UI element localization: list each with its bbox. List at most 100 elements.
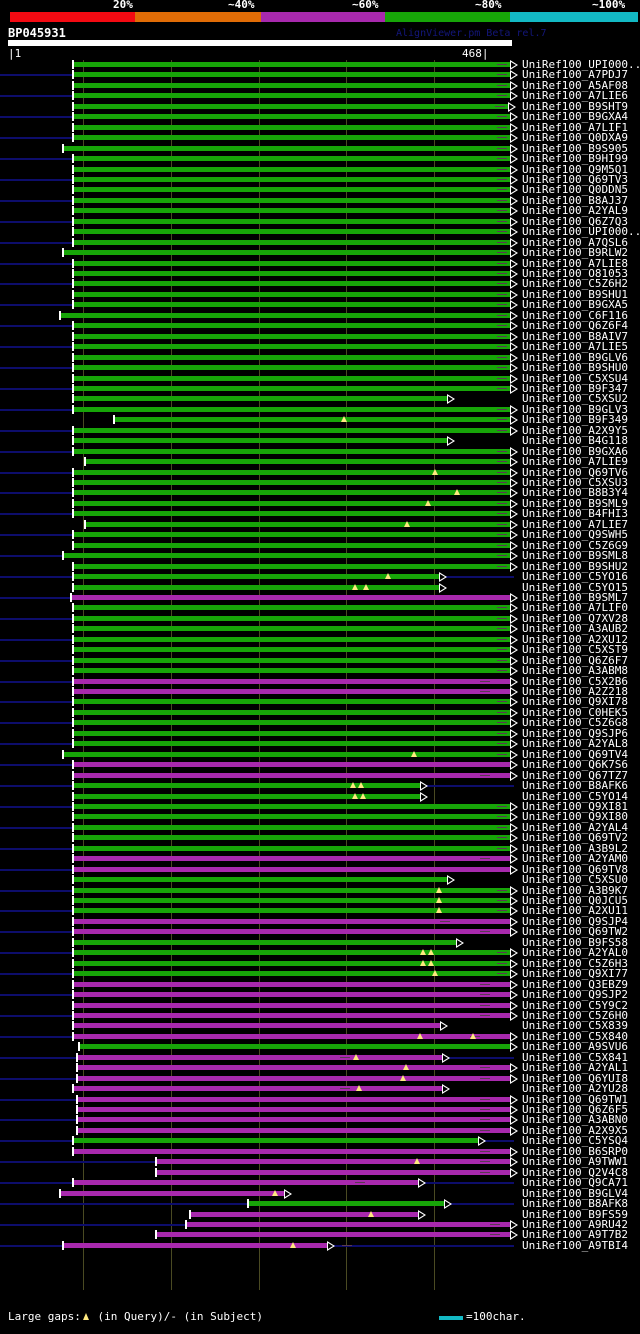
alignment-row[interactable]: UniRef100_A2X9X5 xyxy=(0,1125,640,1136)
hit-id-label[interactable]: UniRef100_Q9XI80 xyxy=(522,810,628,824)
alignment-row[interactable]: UniRef100_A2Z218 xyxy=(0,686,640,697)
alignment-row[interactable]: UniRef100_A7LIE5 xyxy=(0,341,640,353)
hsp-bar[interactable] xyxy=(84,521,510,527)
alignment-row[interactable]: UniRef100_Q6Z6F7 xyxy=(0,655,640,666)
hit-id-label[interactable]: UniRef100_B9GLV3 xyxy=(522,402,628,416)
hit-id-label[interactable]: UniRef100_A9TBI4 xyxy=(522,1238,628,1252)
alignment-row[interactable]: UniRef100_A7PDJ7 xyxy=(0,69,640,81)
hsp-bar[interactable] xyxy=(72,657,510,663)
alignment-row[interactable]: UniRef100_Q6K7S6 xyxy=(0,759,640,771)
hit-id-label[interactable]: UniRef100_C5Z6G9 xyxy=(522,538,628,552)
alignment-row[interactable]: UniRef100_O81053 xyxy=(0,268,640,279)
alignment-row[interactable]: UniRef100_A2X9Y5 xyxy=(0,425,640,436)
alignment-row[interactable]: UniRef100_Q9XI81 xyxy=(0,799,640,813)
hit-id-label[interactable]: UniRef100_Q69TW2 xyxy=(522,925,628,939)
alignment-row[interactable]: UniRef100_Q9XI80 xyxy=(0,810,640,824)
alignment-row[interactable]: UniRef100_C5XSU0 xyxy=(0,873,640,887)
hit-id-label[interactable]: UniRef100_A3ABM8 xyxy=(522,664,628,678)
hsp-bar[interactable] xyxy=(59,312,510,318)
hsp-bar[interactable] xyxy=(76,1107,510,1112)
hsp-bar[interactable] xyxy=(72,709,510,715)
alignment-row[interactable]: UniRef100_C5XST9 xyxy=(0,644,640,656)
hit-id-label[interactable]: UniRef100_C5Y9C2 xyxy=(522,998,628,1012)
hsp-bar[interactable] xyxy=(72,793,420,799)
alignment-row[interactable]: UniRef100_C5YSQ4 xyxy=(0,1135,640,1147)
hit-id-label[interactable]: UniRef100_C5XSU0 xyxy=(522,873,628,887)
alignment-row[interactable]: UniRef100_A7LIE9 xyxy=(0,456,640,468)
hsp-bar[interactable] xyxy=(72,960,510,966)
hsp-bar[interactable] xyxy=(72,490,510,496)
hsp-bar[interactable] xyxy=(72,532,510,538)
hit-id-label[interactable]: UniRef100_B4FHI3 xyxy=(522,507,628,521)
hit-id-label[interactable]: UniRef100_A9SVU6 xyxy=(522,1040,628,1054)
alignment-row[interactable]: UniRef100_Q6YUI8 xyxy=(0,1073,640,1084)
alignment-row[interactable]: UniRef100_A7LIE7 xyxy=(0,519,640,530)
hsp-bar[interactable] xyxy=(72,992,510,998)
hsp-bar[interactable] xyxy=(72,720,510,726)
alignment-row[interactable]: UniRef100_B4G118 xyxy=(0,435,640,447)
hsp-bar[interactable] xyxy=(62,1242,327,1248)
hsp-bar[interactable] xyxy=(72,699,510,705)
hit-id-label[interactable]: UniRef100_A3AUB2 xyxy=(522,622,628,636)
hsp-bar[interactable] xyxy=(72,62,510,67)
hsp-bar[interactable] xyxy=(62,553,510,559)
hsp-bar[interactable] xyxy=(72,271,510,276)
alignment-row[interactable]: UniRef100_UPI000.. xyxy=(0,226,640,238)
alignment-row[interactable]: UniRef100_Q69TV6 xyxy=(0,465,640,479)
hsp-bar[interactable] xyxy=(72,500,510,506)
alignment-row[interactable]: UniRef100_B8B3Y4 xyxy=(0,487,640,499)
hsp-bar[interactable] xyxy=(72,208,510,214)
alignment-row[interactable]: UniRef100_A7LIF0 xyxy=(0,602,640,614)
hsp-bar[interactable] xyxy=(72,1002,510,1008)
hit-id-label[interactable]: UniRef100_A2YAL1 xyxy=(522,1061,628,1075)
alignment-row[interactable]: UniRef100_B9SHU2 xyxy=(0,561,640,572)
hit-id-label[interactable]: UniRef100_B9GXA4 xyxy=(522,110,628,124)
alignment-row[interactable]: UniRef100_B9S905 xyxy=(0,143,640,154)
alignment-row[interactable]: UniRef100_Q69TV8 xyxy=(0,864,640,875)
hsp-bar[interactable] xyxy=(72,950,510,956)
hsp-bar[interactable] xyxy=(72,333,510,339)
alignment-row[interactable]: UniRef100_Q69TW2 xyxy=(0,925,640,939)
alignment-row[interactable]: UniRef100_A9RU42 xyxy=(0,1219,640,1230)
hit-id-label[interactable]: UniRef100_B9F347 xyxy=(522,381,628,395)
alignment-row[interactable]: UniRef100_C5X841 xyxy=(0,1052,640,1063)
hsp-bar[interactable] xyxy=(72,438,447,444)
alignment-row[interactable]: UniRef100_A2YAL9 xyxy=(0,205,640,217)
hsp-bar[interactable] xyxy=(72,908,510,914)
hsp-bar[interactable] xyxy=(72,1012,510,1018)
hit-id-label[interactable]: UniRef100_B9SHT9 xyxy=(522,99,628,113)
alignment-row[interactable]: UniRef100_A2YAM0 xyxy=(0,853,640,865)
hit-id-label[interactable]: UniRef100_UPI000.. xyxy=(522,58,640,71)
hit-id-label[interactable]: UniRef100_B8AFK8 xyxy=(522,1197,628,1211)
hsp-bar[interactable] xyxy=(72,981,510,987)
hit-id-label[interactable]: UniRef100_Q69TV2 xyxy=(522,831,628,845)
hsp-bar[interactable] xyxy=(78,1044,510,1050)
hit-id-label[interactable]: UniRef100_Q9SJP2 xyxy=(522,988,628,1002)
hsp-bar[interactable] xyxy=(76,1054,442,1060)
hit-id-label[interactable]: UniRef100_B9FS59 xyxy=(522,1207,628,1221)
alignment-row[interactable]: UniRef100_A2YAL4 xyxy=(0,822,640,833)
hsp-bar[interactable] xyxy=(70,594,510,600)
hit-id-label[interactable]: UniRef100_Q69TV6 xyxy=(522,465,628,479)
hsp-bar[interactable] xyxy=(72,762,510,768)
hsp-bar[interactable] xyxy=(155,1159,510,1165)
hsp-bar[interactable] xyxy=(72,427,510,433)
alignment-row[interactable]: UniRef100_A2XU11 xyxy=(0,905,640,917)
alignment-row[interactable]: UniRef100_A3B9K7 xyxy=(0,885,640,896)
hsp-bar[interactable] xyxy=(72,845,510,851)
alignment-row[interactable]: UniRef100_B9F349 xyxy=(0,414,640,426)
hsp-bar[interactable] xyxy=(72,166,510,172)
alignment-row[interactable]: UniRef100_C6F116 xyxy=(0,310,640,321)
hsp-bar[interactable] xyxy=(72,542,510,548)
hsp-bar[interactable] xyxy=(59,1190,284,1196)
hit-id-label[interactable]: UniRef100_C0HEK5 xyxy=(522,705,628,719)
alignment-row[interactable]: UniRef100_Q9SJP6 xyxy=(0,728,640,739)
hsp-bar[interactable] xyxy=(76,1065,510,1071)
hit-id-label[interactable]: UniRef100_B9GLV4 xyxy=(522,1186,628,1200)
hit-id-label[interactable]: UniRef100_C5Z6H2 xyxy=(522,277,628,291)
hit-id-label[interactable]: UniRef100_Q9XI81 xyxy=(522,799,628,813)
alignment-row[interactable]: UniRef100_A7QSL6 xyxy=(0,237,640,248)
hit-id-label[interactable]: UniRef100_A7LIE6 xyxy=(522,89,628,103)
hit-id-label[interactable]: UniRef100_C5Z6H3 xyxy=(522,956,628,970)
alignment-row[interactable]: UniRef100_C5YO16 xyxy=(0,571,640,583)
